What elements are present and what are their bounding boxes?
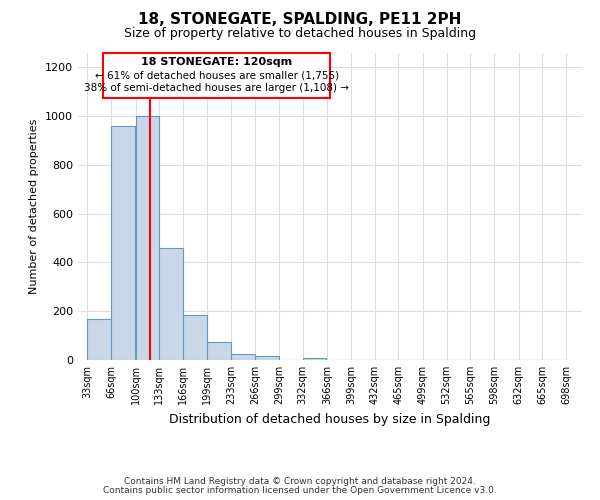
FancyBboxPatch shape [103, 52, 330, 98]
Text: 18, STONEGATE, SPALDING, PE11 2PH: 18, STONEGATE, SPALDING, PE11 2PH [139, 12, 461, 28]
Bar [183, 315, 207, 360]
Bar [232, 354, 255, 360]
Bar [160, 248, 183, 360]
Bar [255, 356, 279, 360]
Bar [207, 342, 230, 360]
Bar [111, 126, 135, 360]
Text: Contains HM Land Registry data © Crown copyright and database right 2024.: Contains HM Land Registry data © Crown c… [124, 477, 476, 486]
Text: Size of property relative to detached houses in Spalding: Size of property relative to detached ho… [124, 28, 476, 40]
Text: 38% of semi-detached houses are larger (1,108) →: 38% of semi-detached houses are larger (… [84, 82, 349, 92]
Text: Contains public sector information licensed under the Open Government Licence v3: Contains public sector information licen… [103, 486, 497, 495]
Text: ← 61% of detached houses are smaller (1,755): ← 61% of detached houses are smaller (1,… [95, 70, 338, 80]
X-axis label: Distribution of detached houses by size in Spalding: Distribution of detached houses by size … [169, 412, 491, 426]
Bar [88, 318, 111, 360]
Text: 18 STONEGATE: 120sqm: 18 STONEGATE: 120sqm [141, 58, 292, 68]
Y-axis label: Number of detached properties: Number of detached properties [29, 118, 40, 294]
Bar [136, 116, 160, 360]
Bar [302, 358, 326, 360]
